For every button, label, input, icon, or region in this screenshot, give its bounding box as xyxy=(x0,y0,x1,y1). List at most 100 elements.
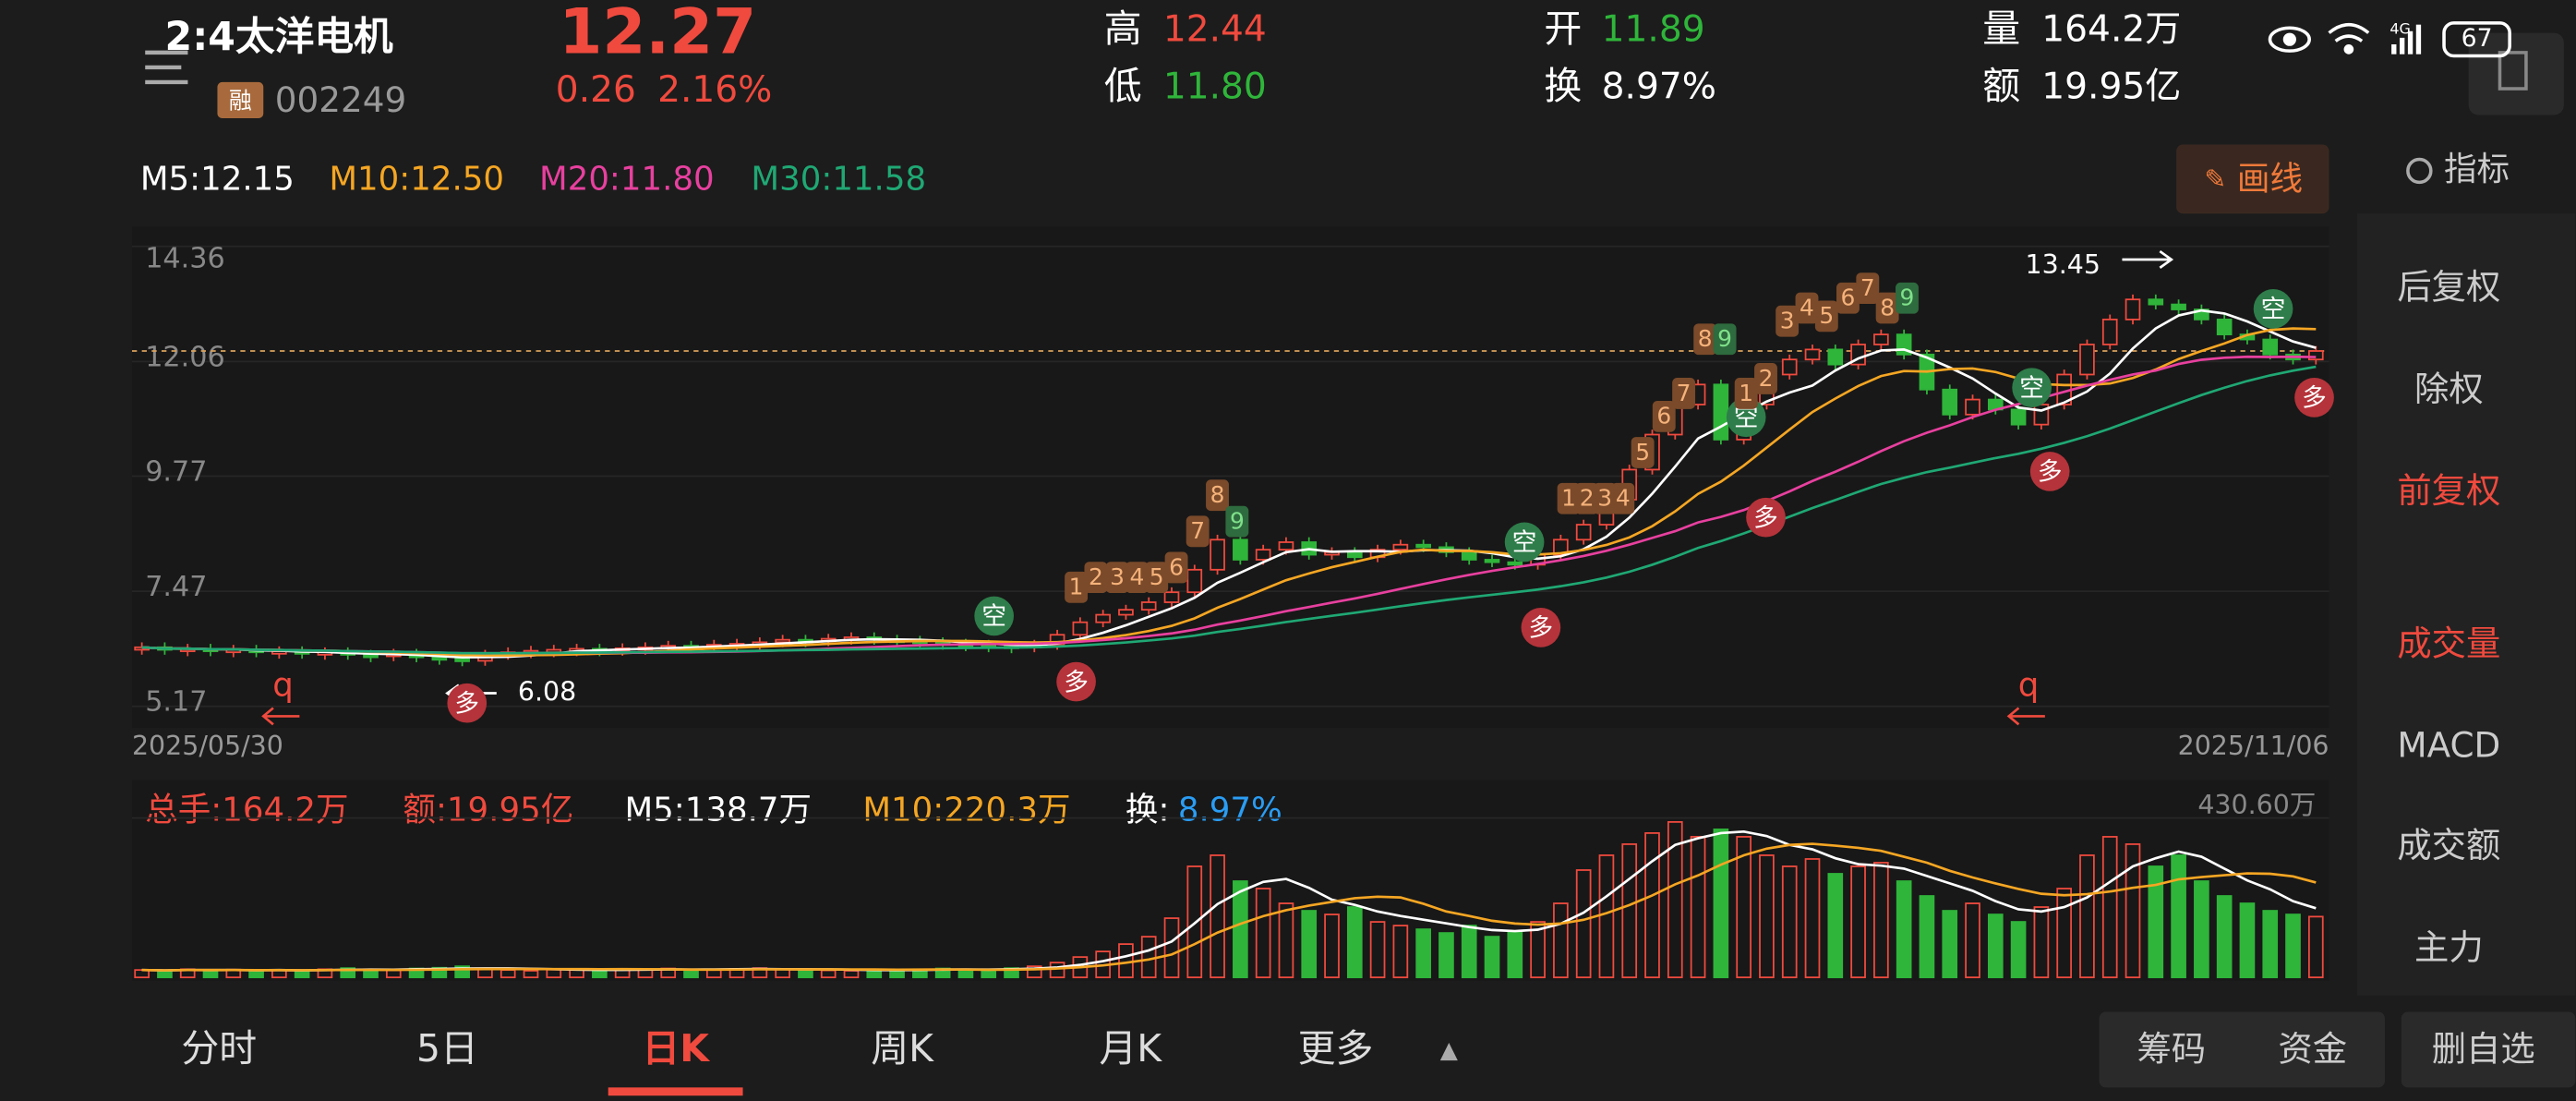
volume-bar xyxy=(1690,836,1706,979)
volume-bar xyxy=(1301,910,1318,979)
action-button[interactable]: 资金 xyxy=(2278,1029,2347,1070)
side-item[interactable]: 成交额 xyxy=(2397,825,2500,865)
volume-bar xyxy=(546,968,562,979)
volume-bar xyxy=(1369,921,1386,979)
badge-bg xyxy=(217,81,264,119)
volume-bar xyxy=(2079,854,2095,979)
candle xyxy=(1942,388,1958,416)
volume-bar xyxy=(1942,910,1958,979)
volume-bar xyxy=(1896,880,1912,979)
candle xyxy=(1781,358,1798,376)
menu-icon[interactable] xyxy=(145,50,188,85)
candle xyxy=(1575,524,1592,541)
value: 12.44 xyxy=(1163,8,1267,50)
signal-bars xyxy=(2391,24,2422,54)
tab[interactable]: 5日 xyxy=(416,1026,478,1071)
volume-bar xyxy=(1140,936,1157,979)
td-count: 5 xyxy=(1150,563,1164,590)
value: 164.2万 xyxy=(2041,8,2181,50)
tab[interactable]: 分时 xyxy=(181,1026,257,1071)
td-count: 8 xyxy=(1880,294,1895,321)
volume-bar xyxy=(1210,854,1225,979)
window-button[interactable] xyxy=(2468,32,2564,115)
button-group xyxy=(2099,1011,2385,1088)
draw-button[interactable] xyxy=(2176,144,2329,214)
label: 量 xyxy=(1982,6,2020,51)
date-label: 2025/05/30 xyxy=(132,731,283,761)
td-box xyxy=(1631,437,1655,468)
td-count: 1 xyxy=(1561,485,1576,512)
side-item[interactable]: 前复权 xyxy=(2397,470,2500,511)
side-item[interactable]: 除权 xyxy=(2414,369,2484,409)
candle xyxy=(1415,543,1431,549)
value: 19.95亿 xyxy=(2041,67,2181,108)
td-box xyxy=(1652,400,1676,432)
volume-bar xyxy=(1575,869,1592,979)
volume-bar xyxy=(981,969,997,979)
volume-bar xyxy=(1553,902,1569,979)
side-item[interactable]: 成交量 xyxy=(2397,623,2500,663)
volume-bar xyxy=(1392,925,1409,979)
td-count: 1 xyxy=(1069,574,1084,600)
volume-bar xyxy=(2262,910,2279,979)
volume-bar xyxy=(1621,843,1638,979)
candle xyxy=(2307,350,2324,361)
side-item[interactable]: MACD xyxy=(2397,725,2500,766)
candle xyxy=(775,638,790,644)
signal-marker xyxy=(1521,608,1561,647)
td-box xyxy=(1814,300,1838,333)
volume-bar xyxy=(2056,888,2072,979)
candle xyxy=(2101,318,2118,345)
candle xyxy=(2010,408,2027,426)
ma-line xyxy=(141,365,2317,655)
high-note: 13.45 xyxy=(2026,249,2101,280)
td-box xyxy=(1836,282,1860,314)
volume-bar xyxy=(202,969,219,979)
volume-bar xyxy=(477,968,493,979)
candle xyxy=(1392,543,1409,551)
signal-marker xyxy=(2253,289,2293,329)
td-box xyxy=(1186,515,1210,548)
tab[interactable]: 周K xyxy=(871,1026,934,1071)
td-box xyxy=(1611,482,1635,514)
td-count: 8 xyxy=(1210,481,1225,508)
volume-bar xyxy=(157,970,173,979)
side-title[interactable]: 指标 xyxy=(2444,151,2510,188)
tab[interactable]: 月K xyxy=(1099,1026,1162,1071)
signal-type: 4G xyxy=(2389,20,2411,38)
volume-bar xyxy=(2285,913,2301,979)
ma-legend: M30:11.58 xyxy=(751,161,926,199)
signal-marker xyxy=(2294,378,2334,417)
td-box xyxy=(1856,272,1880,305)
q-mark: q xyxy=(272,666,294,704)
signal-label: 空 xyxy=(2019,374,2044,403)
candle xyxy=(1140,601,1157,611)
candle xyxy=(1072,621,1089,636)
value: 11.89 xyxy=(1602,8,1705,50)
y-tick-label: 12.06 xyxy=(145,341,225,373)
td-box xyxy=(1125,562,1149,594)
side-item[interactable]: 后复权 xyxy=(2397,267,2500,308)
volume-legend: M5:138.7万 xyxy=(625,792,813,829)
volume-bar xyxy=(2194,880,2209,979)
price: 12.27 xyxy=(559,0,756,68)
td-box xyxy=(1672,378,1696,409)
td-box xyxy=(1754,363,1777,394)
candle xyxy=(2216,318,2233,336)
volume-bar xyxy=(294,970,310,979)
volume-bar xyxy=(798,969,813,979)
date-label: 2025/11/06 xyxy=(2178,731,2329,761)
side-item[interactable]: 主力 xyxy=(2414,926,2484,967)
td-count: 7 xyxy=(1190,517,1205,544)
action-button[interactable]: 筹码 xyxy=(2137,1029,2206,1070)
tab[interactable]: 更多 xyxy=(1298,1026,1374,1071)
change-pct: 2.16% xyxy=(657,69,772,111)
volume-bar xyxy=(500,969,516,979)
td-count: 3 xyxy=(1110,563,1125,590)
candle xyxy=(1095,613,1111,623)
candle xyxy=(1233,538,1248,561)
td-count: 6 xyxy=(1656,403,1671,430)
volume-legend: M10:220.3万 xyxy=(862,792,1070,829)
tab[interactable]: 日K xyxy=(642,1026,710,1071)
action-button[interactable]: 删自选 xyxy=(2432,1029,2535,1070)
